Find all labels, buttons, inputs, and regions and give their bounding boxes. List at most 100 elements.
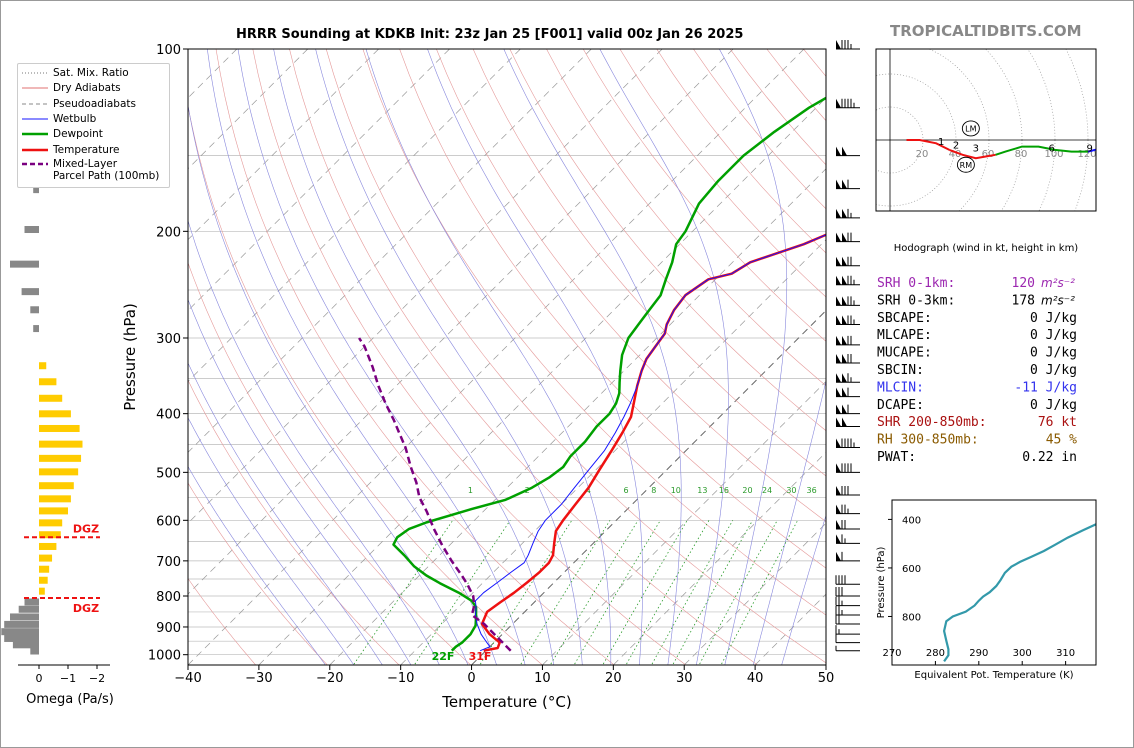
- isotherm: [400, 239, 826, 665]
- mixing-ratio-line: [602, 520, 688, 665]
- hodo-ring-label: 60: [982, 149, 995, 160]
- mixing-ratio-label: 36: [807, 486, 817, 495]
- dry-adiabat: [325, 49, 826, 664]
- barb-pennant: [842, 146, 847, 156]
- wind-barb: [836, 551, 860, 562]
- barb-pennant: [842, 404, 847, 414]
- param-value: -11 J/kg: [1014, 380, 1077, 395]
- moist-adiabat: [207, 49, 497, 665]
- wind-barb: [835, 575, 860, 585]
- mixing-ratio-label: 6: [623, 486, 628, 495]
- barb-pennant: [836, 256, 841, 266]
- param-label: MLCAPE:: [877, 328, 932, 343]
- moist-adiabat: [237, 49, 526, 665]
- barb-pennant: [842, 335, 847, 345]
- barb-pennant: [836, 208, 841, 218]
- omega-bar: [39, 542, 57, 550]
- skewt-plot-area: 1 2 4 6 8 10 13 16 20 24 30 36: [188, 49, 826, 665]
- moist-adiabat: [599, 49, 729, 665]
- moist-adiabat: [188, 298, 412, 665]
- y-tick-label: 800: [156, 590, 181, 605]
- dgz-label-lower: DGZ: [73, 602, 99, 615]
- dry-adiabat: [188, 482, 328, 665]
- legend-item: Pseudoadiabats: [22, 97, 136, 111]
- omega-bar: [1, 628, 40, 636]
- barb-pennant: [836, 504, 841, 514]
- legend-swatch: [22, 132, 48, 136]
- barb-pennant: [836, 438, 841, 448]
- omega-bar: [39, 554, 53, 562]
- barb-pennant: [836, 373, 841, 383]
- theta-e-area: [942, 523, 1096, 663]
- surface-dewpoint-label: 22F: [432, 650, 455, 663]
- profile-mixed-layer-parcel-path-100mb: [358, 337, 512, 652]
- wind-barb: [835, 596, 860, 607]
- wind-barb: [836, 354, 860, 364]
- moist-adiabat: [427, 49, 643, 665]
- barb-pennant: [836, 335, 841, 345]
- param-label: DCAPE:: [877, 398, 924, 413]
- hodo-height-label: 2: [953, 140, 959, 151]
- dry-adiabat: [399, 49, 826, 569]
- wind-barb: [836, 373, 860, 383]
- omega-tick-label: 0: [36, 672, 43, 685]
- moist-adiabat: [273, 49, 555, 665]
- wind-barb: [836, 98, 860, 109]
- barb-pennant: [836, 519, 841, 529]
- dry-adiabat: [252, 49, 687, 665]
- storm-motion-label: LM: [965, 124, 976, 133]
- legend-swatch: [22, 72, 48, 74]
- mixing-ratio-label: 10: [671, 486, 681, 495]
- moist-adiabat: [719, 49, 788, 665]
- dry-adiabat: [803, 49, 826, 77]
- omega-bar: [39, 424, 80, 432]
- hodo-ring-label: 40: [949, 149, 962, 160]
- omega-bar: [39, 362, 47, 370]
- wind-barb: [835, 633, 860, 644]
- skewt-axes-frame: [187, 48, 827, 666]
- isotherm: [542, 380, 826, 665]
- wind-barb: [836, 179, 860, 190]
- storm-motion-marker: [956, 156, 975, 173]
- hodograph-title: Hodograph (wind in kt, height in km): [894, 243, 1079, 254]
- y-tick-label: 200: [156, 225, 181, 240]
- wind-barb: [836, 335, 860, 346]
- isotherm: [754, 593, 826, 665]
- chart-title: HRRR Sounding at KDKB Init: 23z Jan 25 […: [236, 27, 744, 42]
- wind-barb: [836, 296, 860, 306]
- hodo-trace: [906, 139, 950, 151]
- wind-barb: [835, 606, 860, 616]
- wind-barb: [836, 208, 860, 219]
- barb-pennant: [836, 40, 841, 49]
- isotherm: [188, 49, 663, 524]
- wind-barb: [836, 463, 860, 473]
- x-tick-label: −30: [245, 671, 272, 686]
- omega-bar: [10, 260, 39, 268]
- barb-pennant: [836, 98, 841, 108]
- storm-motion-label: RM: [960, 161, 973, 170]
- legend-label: Wetbulb: [53, 113, 97, 125]
- wind-barb: [836, 256, 860, 267]
- dry-adiabat: [289, 49, 759, 665]
- param-value: 0.22 in: [1022, 450, 1077, 465]
- omega-bar: [39, 507, 68, 515]
- y-tick-label: 500: [156, 466, 181, 481]
- hodo-ring-label: 120: [1077, 149, 1096, 160]
- mixing-ratio-line: [479, 520, 573, 665]
- barb-pennant: [836, 232, 841, 242]
- wind-barb: [836, 232, 860, 243]
- wind-barb: [835, 586, 860, 597]
- isotherm: [188, 49, 309, 170]
- omega-bar: [21, 288, 39, 296]
- isotherm: [188, 49, 592, 453]
- y-tick-label: 400: [156, 408, 181, 423]
- hodo-height-label: 3: [973, 144, 979, 155]
- legend-swatch: [22, 162, 48, 166]
- storm-motion-marker: [961, 120, 980, 137]
- param-value: 0 J/kg: [1030, 346, 1077, 361]
- barb-pennant: [842, 373, 847, 383]
- x-axis-title: Temperature (°C): [441, 693, 571, 711]
- legend-item: Dry Adiabats: [22, 81, 121, 95]
- barb-pennant: [836, 315, 841, 325]
